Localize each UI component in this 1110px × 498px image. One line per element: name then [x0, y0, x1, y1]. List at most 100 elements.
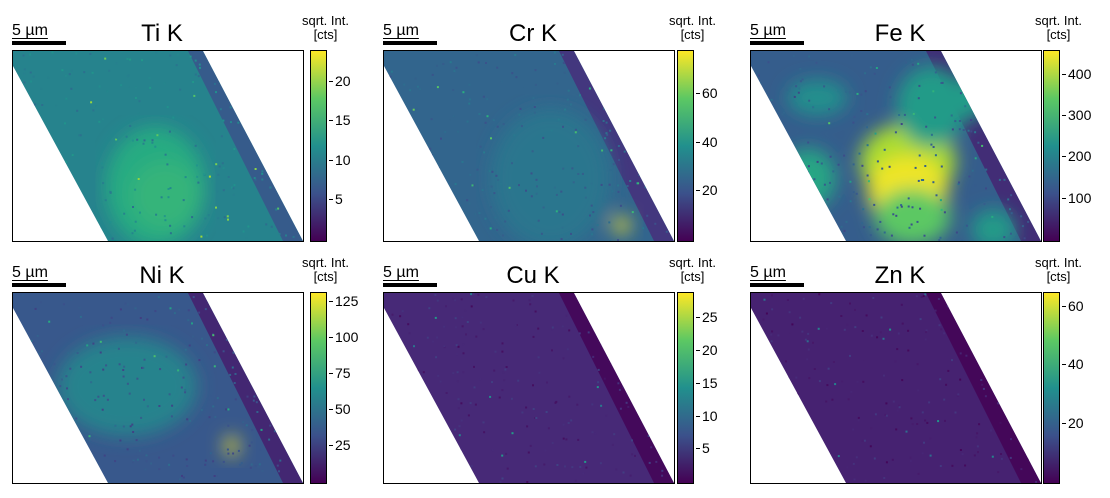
- speckle: [111, 317, 113, 319]
- speckle: [968, 130, 970, 132]
- speckle: [541, 191, 543, 193]
- speckle: [451, 211, 453, 213]
- speckle: [997, 371, 999, 373]
- speckle: [582, 173, 584, 175]
- colorbar-title-line-2: [cts]: [302, 270, 349, 284]
- speckle: [166, 356, 168, 358]
- speckle: [108, 482, 110, 483]
- speckle: [437, 300, 439, 302]
- speckle: [962, 453, 964, 455]
- speckle: [528, 452, 530, 454]
- speckle: [551, 129, 553, 131]
- colorbar-tick-label: 125: [335, 293, 358, 309]
- speckle: [759, 83, 761, 85]
- speckle: [154, 310, 156, 312]
- speckle: [783, 172, 785, 174]
- speckle: [80, 316, 82, 318]
- speckle: [192, 336, 194, 338]
- speckle: [535, 311, 537, 313]
- speckle: [289, 377, 291, 379]
- speckle: [977, 451, 979, 453]
- sample-area: [751, 293, 1041, 483]
- speckle: [149, 77, 151, 79]
- speckle: [639, 123, 641, 125]
- speckle: [258, 466, 260, 468]
- speckle: [606, 122, 608, 124]
- speckle: [261, 179, 263, 181]
- speckle: [754, 333, 756, 335]
- speckle: [814, 368, 816, 370]
- speckle: [1018, 81, 1020, 83]
- speckle: [562, 227, 564, 229]
- speckle: [80, 366, 82, 368]
- speckle: [896, 348, 898, 350]
- speckle: [19, 472, 21, 474]
- speckle: [245, 237, 247, 239]
- speckle: [503, 123, 505, 125]
- speckle: [492, 449, 494, 451]
- speckle: [39, 184, 41, 186]
- speckle: [594, 300, 596, 302]
- speckle: [39, 353, 41, 355]
- speckle: [601, 184, 603, 186]
- speckle: [597, 224, 599, 226]
- speckle: [136, 439, 138, 441]
- speckle: [779, 460, 781, 462]
- speckle: [844, 329, 846, 331]
- speckle: [158, 457, 160, 459]
- speckle: [899, 406, 901, 408]
- speckle: [477, 169, 479, 171]
- speckle: [69, 368, 71, 370]
- speckle: [423, 397, 425, 399]
- speckle: [567, 99, 569, 101]
- speckle: [127, 383, 129, 385]
- speckle: [883, 338, 885, 340]
- speckle: [1027, 221, 1029, 223]
- speckle: [67, 398, 69, 400]
- speckle: [391, 71, 393, 73]
- speckle: [987, 97, 989, 99]
- speckle: [101, 163, 103, 165]
- element-intensity-map: [12, 50, 304, 242]
- speckle: [428, 307, 430, 309]
- speckle: [665, 448, 667, 450]
- speckle: [570, 419, 572, 421]
- speckle: [33, 76, 35, 78]
- speckle: [617, 239, 619, 241]
- speckle: [620, 205, 622, 207]
- speckle: [408, 368, 410, 370]
- speckle: [1005, 317, 1007, 319]
- speckle: [1020, 215, 1022, 217]
- speckle: [422, 457, 424, 459]
- speckle: [439, 426, 441, 428]
- speckle: [866, 126, 868, 128]
- speckle: [402, 310, 404, 312]
- speckle: [471, 465, 473, 467]
- speckle: [960, 352, 962, 354]
- speckle: [217, 174, 219, 176]
- colorbar-title: sqrt. Int.[cts]: [1035, 14, 1082, 42]
- speckle: [792, 433, 794, 435]
- colorbar-title-line-2: [cts]: [1035, 270, 1082, 284]
- speckle: [985, 169, 987, 171]
- speckle: [53, 363, 55, 365]
- colorbar-tick-label: 25: [702, 309, 718, 325]
- speckle: [23, 55, 25, 57]
- speckle: [979, 328, 981, 330]
- speckle: [846, 324, 848, 326]
- speckle: [568, 422, 570, 424]
- speckle: [552, 327, 554, 329]
- speckle: [436, 337, 438, 339]
- colorbar-tick-label: 60: [702, 85, 718, 101]
- speckle: [120, 308, 122, 310]
- speckle: [253, 396, 255, 398]
- speckle: [165, 154, 167, 156]
- speckle: [759, 472, 761, 474]
- speckle: [22, 294, 24, 296]
- speckle: [908, 197, 910, 199]
- speckle: [872, 297, 874, 299]
- speckle: [276, 77, 278, 79]
- speckle: [660, 324, 662, 326]
- speckle: [22, 236, 24, 238]
- speckle: [913, 113, 915, 115]
